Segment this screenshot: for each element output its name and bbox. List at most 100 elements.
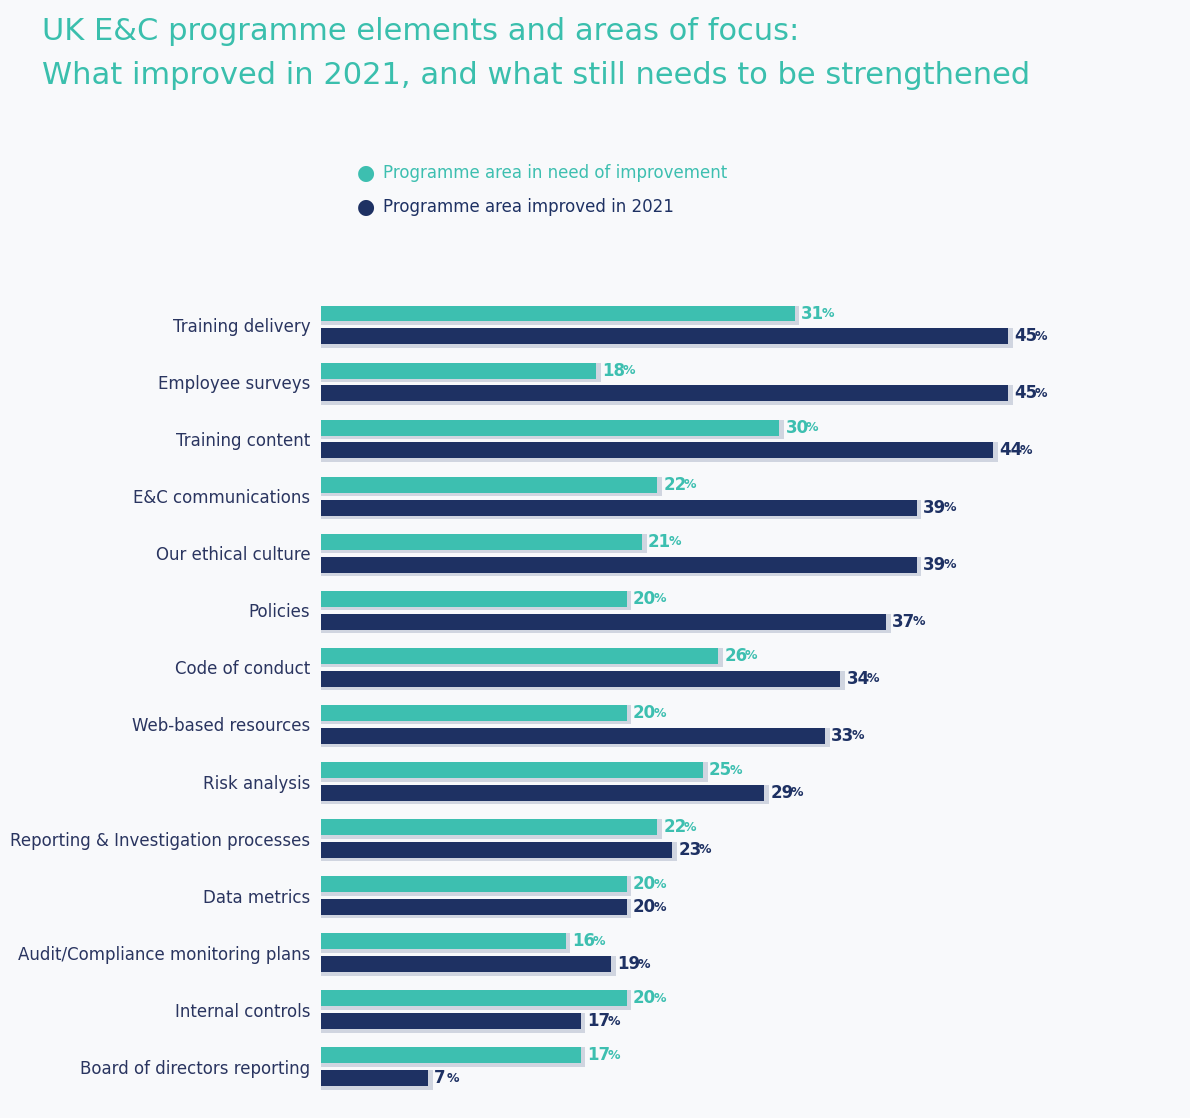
Text: 22: 22 <box>663 476 687 494</box>
Bar <box>321 329 1008 344</box>
Bar <box>321 762 703 778</box>
Text: 45: 45 <box>1014 328 1038 345</box>
Text: %: % <box>868 672 879 685</box>
Bar <box>321 728 825 743</box>
Text: 17: 17 <box>587 1046 610 1064</box>
Text: %: % <box>821 307 834 320</box>
Text: %: % <box>653 878 665 891</box>
Bar <box>321 614 887 629</box>
Bar <box>321 842 672 858</box>
Text: Programme area in need of improvement: Programme area in need of improvement <box>383 164 727 182</box>
Bar <box>318 419 784 439</box>
Bar <box>321 991 627 1006</box>
Text: %: % <box>1035 330 1047 343</box>
Text: %: % <box>790 786 803 799</box>
Bar <box>321 1013 581 1030</box>
Bar <box>318 443 997 462</box>
Bar <box>318 591 631 610</box>
Text: %: % <box>446 1072 459 1084</box>
Text: %: % <box>684 479 696 491</box>
Text: %: % <box>729 764 743 777</box>
Bar <box>318 956 616 976</box>
Bar <box>321 899 627 915</box>
Bar <box>318 877 631 896</box>
Text: ●: ● <box>357 197 375 217</box>
Bar <box>321 819 657 835</box>
Text: %: % <box>653 992 665 1005</box>
Bar <box>318 1070 433 1090</box>
Text: %: % <box>607 1015 620 1027</box>
Bar <box>318 785 769 804</box>
Bar <box>321 591 627 607</box>
Bar <box>321 648 719 664</box>
Bar <box>321 956 612 973</box>
Text: What improved in 2021, and what still needs to be strengthened: What improved in 2021, and what still ne… <box>42 61 1029 91</box>
Text: %: % <box>1035 387 1047 400</box>
Bar <box>318 648 722 667</box>
Text: %: % <box>593 935 605 948</box>
Text: 37: 37 <box>892 613 915 631</box>
Text: 39: 39 <box>923 499 946 517</box>
Bar <box>321 443 994 458</box>
Text: Programme area improved in 2021: Programme area improved in 2021 <box>383 198 674 216</box>
Bar <box>321 934 565 949</box>
Text: 25: 25 <box>709 761 732 779</box>
Text: 23: 23 <box>678 841 702 859</box>
Text: %: % <box>653 593 665 605</box>
Bar <box>318 762 708 781</box>
Text: 18: 18 <box>602 361 625 380</box>
Text: 21: 21 <box>649 533 671 551</box>
Bar <box>321 557 916 572</box>
Text: %: % <box>944 501 956 514</box>
Text: 20: 20 <box>633 898 656 916</box>
Bar <box>321 386 1008 401</box>
Text: 20: 20 <box>633 875 656 893</box>
Bar <box>321 533 641 550</box>
Bar <box>318 934 570 953</box>
Bar <box>318 991 631 1010</box>
Bar <box>318 362 601 382</box>
Text: %: % <box>1020 444 1032 457</box>
Text: 19: 19 <box>618 955 640 973</box>
Text: %: % <box>638 958 651 970</box>
Bar <box>318 899 631 919</box>
Bar <box>318 671 845 690</box>
Bar <box>318 1048 585 1067</box>
Text: 31: 31 <box>801 304 823 322</box>
Bar <box>318 533 646 553</box>
Bar <box>318 557 921 576</box>
Bar <box>321 305 795 322</box>
Text: %: % <box>684 821 696 834</box>
Text: 26: 26 <box>725 647 747 665</box>
Text: 20: 20 <box>633 590 656 608</box>
Bar <box>318 476 662 496</box>
Bar <box>318 386 1013 405</box>
Text: UK E&C programme elements and areas of focus:: UK E&C programme elements and areas of f… <box>42 17 798 46</box>
Text: %: % <box>653 707 665 720</box>
Bar <box>318 329 1013 348</box>
Bar <box>321 705 627 721</box>
Bar <box>321 362 596 379</box>
Bar <box>321 476 657 493</box>
Bar <box>318 842 677 861</box>
Bar <box>318 305 800 325</box>
Text: 45: 45 <box>1014 385 1038 402</box>
Bar <box>321 1070 428 1087</box>
Text: 17: 17 <box>587 1012 610 1030</box>
Bar <box>318 728 829 747</box>
Text: 33: 33 <box>832 727 854 745</box>
Text: 7: 7 <box>434 1069 446 1088</box>
Text: %: % <box>852 729 864 742</box>
Text: 44: 44 <box>1000 442 1022 459</box>
Text: 30: 30 <box>785 418 808 437</box>
Text: %: % <box>806 421 819 434</box>
Text: %: % <box>913 615 926 628</box>
Text: %: % <box>622 364 635 377</box>
Text: %: % <box>944 558 956 571</box>
Bar <box>321 1048 581 1063</box>
Bar <box>321 500 916 515</box>
Text: %: % <box>699 843 712 856</box>
Bar <box>318 1013 585 1033</box>
Text: 34: 34 <box>846 670 870 688</box>
Bar <box>318 819 662 838</box>
